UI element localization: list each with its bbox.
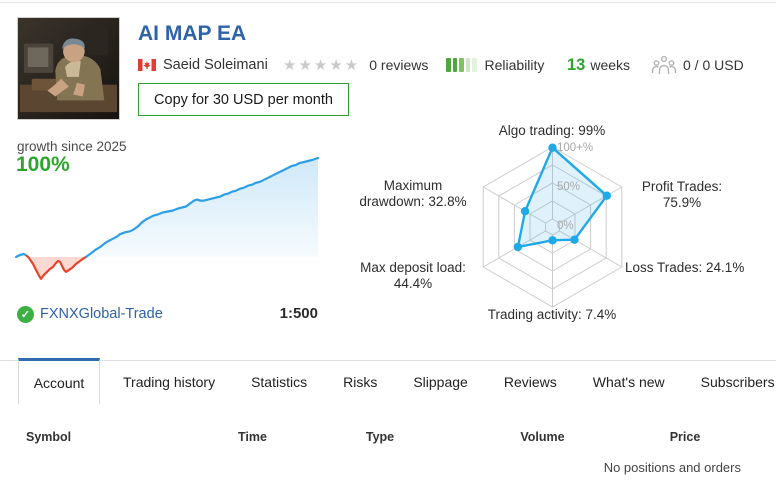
- broker-row: ✓ FXNXGlobal-Trade: [17, 304, 163, 324]
- signal-avatar: [17, 17, 120, 120]
- subscribers-count: 0 / 0 USD: [683, 57, 744, 73]
- column-price: Price: [669, 430, 701, 444]
- radar-label-loss-trades: Loss Trades: 24.1%: [625, 260, 745, 275]
- rating-block[interactable]: ★★★★★ 0 reviews: [283, 55, 428, 75]
- page-title: AI MAP EA: [138, 22, 247, 45]
- radar-chart: 0% 50% 100+%: [482, 142, 623, 308]
- leverage-value: 1:500: [279, 305, 318, 322]
- svg-text:100+%: 100+%: [557, 142, 593, 154]
- tab-statistics[interactable]: Statistics: [251, 374, 308, 390]
- subscribers-block: 0 / 0 USD: [651, 55, 744, 75]
- reliability-block: Reliability: [446, 55, 544, 75]
- subscribers-icon: [651, 55, 677, 74]
- radar-label-max-deposit-load: Max deposit load: 44.4%: [360, 260, 466, 291]
- reliability-bars-icon: [446, 58, 477, 72]
- svg-text:0%: 0%: [557, 220, 574, 232]
- tab-subscribers[interactable]: Subscribers: [700, 374, 775, 390]
- star-rating-icons: ★★★★★: [283, 57, 361, 74]
- tab-risks[interactable]: Risks: [343, 374, 378, 390]
- tab-reviews[interactable]: Reviews: [503, 374, 557, 390]
- growth-value: 100%: [16, 153, 70, 176]
- positions-table-header: Symbol Time Type Volume Price: [0, 430, 776, 444]
- tab-bar: Trading history Statistics Risks Slippag…: [100, 360, 776, 404]
- author-block[interactable]: Saeid Soleimani: [138, 55, 268, 75]
- radar-label-maximum-drawdown: Maximum drawdown: 32.8%: [359, 178, 467, 209]
- column-type: Type: [365, 430, 395, 444]
- top-divider: [0, 2, 776, 3]
- broker-link[interactable]: FXNXGlobal-Trade: [40, 306, 163, 322]
- verified-check-icon: ✓: [17, 305, 34, 323]
- author-name[interactable]: Saeid Soleimani: [163, 57, 268, 73]
- reviews-count[interactable]: 0 reviews: [369, 57, 429, 73]
- weeks-unit: weeks: [590, 57, 631, 73]
- weeks-value: 13: [567, 55, 586, 74]
- tab-whats-new[interactable]: What's new: [592, 374, 665, 390]
- reliability-label: Reliability: [484, 57, 545, 73]
- canada-flag-icon: [138, 59, 156, 71]
- tab-trading-history[interactable]: Trading history: [123, 374, 216, 390]
- signal-age-block: 13 weeks: [567, 55, 630, 75]
- radar-label-profit-trades: Profit Trades: 75.9%: [641, 179, 723, 210]
- svg-text:50%: 50%: [557, 181, 580, 193]
- column-symbol: Symbol: [26, 430, 72, 444]
- growth-caption: growth since 2025: [17, 139, 127, 154]
- radar-label-trading-activity: Trading activity: 7.4%: [487, 307, 617, 322]
- copy-signal-button[interactable]: Copy for 30 USD per month: [138, 83, 349, 116]
- radar-label-algo-trading: Algo trading: 99%: [498, 123, 606, 138]
- column-volume: Volume: [520, 430, 565, 444]
- growth-chart: [14, 156, 320, 280]
- tab-slippage[interactable]: Slippage: [413, 374, 468, 390]
- tab-account[interactable]: Account: [18, 358, 100, 404]
- tabs-divider: [0, 360, 776, 361]
- column-time: Time: [238, 430, 267, 444]
- empty-positions-message: No positions and orders: [603, 460, 741, 475]
